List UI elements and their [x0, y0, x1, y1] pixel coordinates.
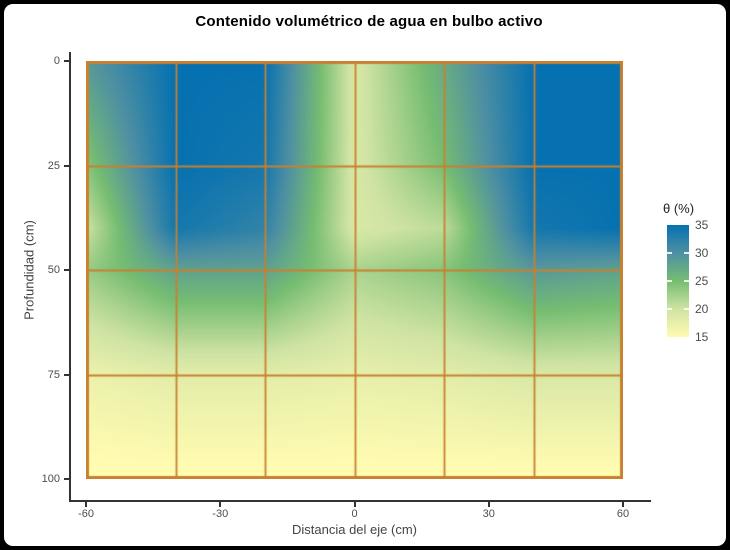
legend-notch [684, 280, 689, 282]
plot-background: Contenido volumétrico de agua en bulbo a… [4, 4, 726, 546]
legend-notch [667, 280, 672, 282]
y-tick-mark [64, 164, 69, 167]
x-axis-line [69, 500, 651, 502]
legend-notch [667, 252, 672, 254]
y-tick-mark [64, 373, 69, 376]
legend: θ (%) 35 30 25 20 15 [659, 201, 730, 353]
legend-notch [684, 308, 689, 310]
y-tick-label: 0 [53, 55, 60, 67]
legend-notch [684, 252, 689, 254]
heatmap-canvas [86, 61, 623, 479]
legend-gradient-bar [667, 225, 689, 337]
y-tick-mark [64, 478, 69, 480]
x-tick-label: 30 [482, 508, 495, 520]
x-axis-title: Distancia del eje (cm) [292, 522, 417, 537]
legend-tick-label: 20 [695, 302, 709, 316]
x-tick-label: -30 [212, 508, 229, 520]
x-tick-mark [622, 502, 624, 507]
legend-notch [667, 308, 672, 310]
y-axis-title: Profundidad (cm) [21, 220, 37, 320]
y-tick-label: 75 [47, 368, 60, 381]
x-tick-mark [85, 502, 87, 507]
y-tick-label: 100 [41, 473, 60, 485]
legend-tick-label: 35 [695, 218, 709, 232]
y-tick-mark [64, 269, 69, 271]
legend-tick-label: 25 [695, 274, 709, 288]
legend-title: θ (%) [663, 201, 695, 216]
y-tick-label: 25 [47, 159, 60, 172]
x-tick-label: 60 [616, 508, 630, 520]
x-tick-label: 0 [351, 508, 358, 520]
legend-tick-label: 15 [695, 330, 709, 344]
chart-title: Contenido volumétrico de agua en bulbo a… [195, 13, 543, 30]
legend-tick-label: 30 [695, 246, 709, 260]
y-axis-line [69, 52, 71, 502]
x-tick-mark [487, 502, 490, 507]
y-tick-label: 50 [47, 264, 60, 276]
x-tick-label: -60 [78, 508, 94, 520]
x-tick-mark [219, 502, 222, 507]
x-tick-mark [353, 502, 356, 507]
y-tick-mark [64, 60, 69, 62]
